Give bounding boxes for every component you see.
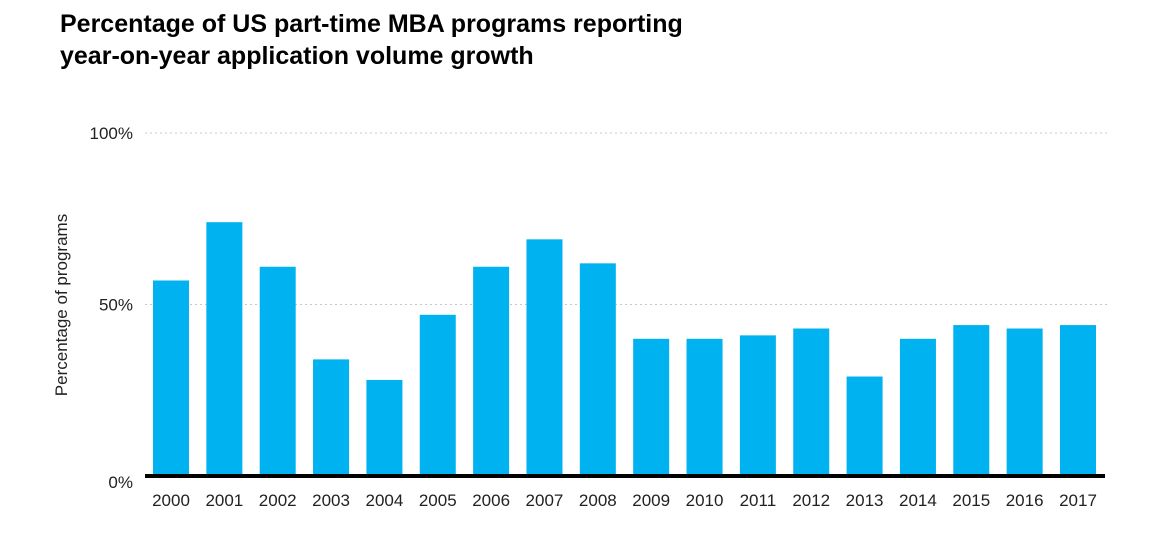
x-tick-label: 2004 xyxy=(365,491,403,510)
chart-title-line-1: Percentage of US part-time MBA programs … xyxy=(60,10,683,38)
bar-2015 xyxy=(953,325,990,476)
x-tick-label: 2006 xyxy=(472,491,510,510)
x-axis-ticks: 2000 2001 2002 2003 2004 2005 2006 2007 2008 2009… xyxy=(152,491,1097,510)
x-tick-label: 2002 xyxy=(259,491,297,510)
x-tick-label: 2010 xyxy=(686,491,724,510)
bar-2014 xyxy=(899,338,936,476)
x-tick-label: 2008 xyxy=(579,491,617,510)
x-tick-label: 2011 xyxy=(740,491,777,510)
bar-2008 xyxy=(579,263,616,476)
y-axis-ticks: 0% 50% 100% xyxy=(90,124,133,492)
x-tick-label: 2012 xyxy=(792,491,830,510)
bars xyxy=(153,222,1096,476)
bar-2000 xyxy=(153,280,189,476)
bar-2010 xyxy=(686,338,723,476)
x-tick-label: 2015 xyxy=(952,491,990,510)
bar-2009 xyxy=(633,338,670,476)
x-tick-label: 2007 xyxy=(526,491,564,510)
bar-2002 xyxy=(259,266,296,476)
y-axis-label: Percentage of programs xyxy=(52,214,71,396)
bar-2006 xyxy=(473,266,510,476)
x-tick-label: 2009 xyxy=(632,491,670,510)
x-tick-label: 2003 xyxy=(312,491,350,510)
bar-2007 xyxy=(526,239,563,476)
bar-2005 xyxy=(419,314,456,476)
x-tick-label: 2016 xyxy=(1006,491,1044,510)
x-tick-label: 2014 xyxy=(899,491,937,510)
chart-title-line-2: year-on-year application volume growth xyxy=(60,42,534,70)
bar-2012 xyxy=(793,328,830,476)
y-tick-label: 0% xyxy=(108,473,133,492)
bar-2011 xyxy=(739,335,776,476)
x-tick-label: 2001 xyxy=(205,491,243,510)
bar-2017 xyxy=(1060,325,1096,476)
bar-2016 xyxy=(1006,328,1043,476)
y-tick-label: 50% xyxy=(99,296,133,315)
bar-2001 xyxy=(206,222,243,476)
y-tick-label: 100% xyxy=(90,124,133,143)
x-tick-label: 2000 xyxy=(152,491,190,510)
chart-title: Percentage of US part-time MBA programs … xyxy=(60,8,960,72)
gridlines xyxy=(145,132,1110,305)
x-tick-label: 2005 xyxy=(419,491,457,510)
x-tick-label: 2017 xyxy=(1059,491,1097,510)
bar-2013 xyxy=(846,376,883,476)
bar-2003 xyxy=(313,359,350,476)
bar-2004 xyxy=(366,379,403,476)
x-tick-label: 2013 xyxy=(846,491,884,510)
